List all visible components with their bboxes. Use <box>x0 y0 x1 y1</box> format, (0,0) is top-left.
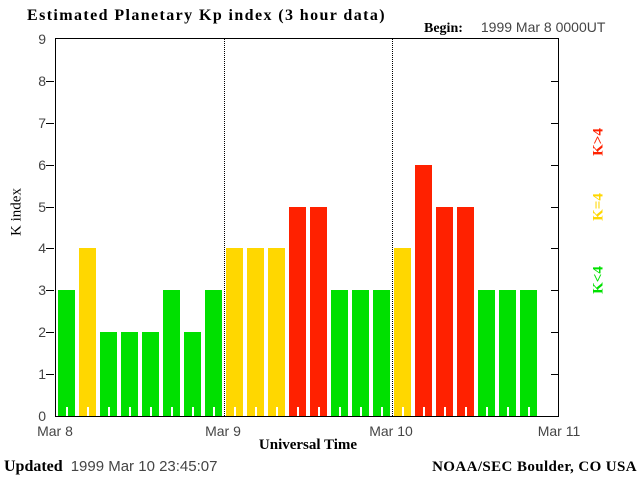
y-tick-right <box>551 332 559 333</box>
kp-bar <box>436 207 453 416</box>
x-minor-tick <box>338 407 341 416</box>
x-minor-tick <box>65 407 68 416</box>
x-minor-tick <box>527 407 530 416</box>
x-tick-label: Mar 9 <box>205 423 241 439</box>
y-tick-label: 2 <box>38 324 46 340</box>
x-minor-tick <box>191 407 194 416</box>
kp-bar <box>499 290 516 416</box>
y-tick-left <box>46 81 54 82</box>
kp-bar <box>373 290 390 416</box>
x-minor-tick <box>506 407 509 416</box>
kp-bar <box>289 207 306 416</box>
y-tick-label: 1 <box>38 366 46 382</box>
y-tick-right <box>551 123 559 124</box>
begin-label: Begin: <box>424 21 463 36</box>
kp-bar <box>268 248 285 416</box>
kp-bar <box>310 207 327 416</box>
x-minor-tick <box>485 407 488 416</box>
x-minor-tick <box>170 407 173 416</box>
y-tick-label: 4 <box>38 240 46 256</box>
y-tick-right <box>551 248 559 249</box>
kp-bar <box>142 332 159 416</box>
kp-bar <box>247 248 264 416</box>
kp-bar <box>121 332 138 416</box>
y-tick-label: 0 <box>38 408 46 424</box>
y-tick-label: 8 <box>38 73 46 89</box>
kp-bar <box>415 165 432 416</box>
x-minor-tick <box>317 407 320 416</box>
kp-bar <box>205 290 222 416</box>
kp-bar <box>478 290 495 416</box>
y-tick-label: 6 <box>38 157 46 173</box>
legend-item-k-eq-4: K=4 <box>590 193 607 221</box>
x-minor-tick <box>86 407 89 416</box>
y-tick-left <box>46 290 54 291</box>
begin-value: 1999 Mar 8 0000UT <box>480 19 606 35</box>
x-tick-label: Mar 11 <box>537 423 581 439</box>
x-minor-tick <box>443 407 446 416</box>
x-minor-tick <box>401 407 404 416</box>
kp-bar <box>58 290 75 416</box>
y-tick-left <box>46 123 54 124</box>
y-tick-right <box>551 374 559 375</box>
kp-bar <box>226 248 243 416</box>
x-minor-tick <box>128 407 131 416</box>
y-tick-label: 3 <box>38 282 46 298</box>
y-tick-label: 5 <box>38 199 46 215</box>
y-tick-label: 7 <box>38 115 46 131</box>
x-minor-tick <box>212 407 215 416</box>
y-tick-left <box>46 207 54 208</box>
y-tick-label: 9 <box>38 31 46 47</box>
kp-bar <box>352 290 369 416</box>
x-minor-tick <box>464 407 467 416</box>
y-tick-left <box>46 248 54 249</box>
x-minor-tick <box>380 407 383 416</box>
y-tick-right <box>551 165 559 166</box>
legend-item-k-gt-4: K>4 <box>590 128 607 156</box>
begin-annotation: Begin: 1999 Mar 8 0000UT <box>424 19 605 37</box>
x-tick-label: Mar 8 <box>37 423 73 439</box>
x-minor-tick <box>275 407 278 416</box>
y-tick-right <box>551 81 559 82</box>
plot-area <box>55 38 559 417</box>
kp-bar <box>163 290 180 416</box>
footer-credit: NOAA/SEC Boulder, CO USA <box>432 459 637 475</box>
kp-bar <box>184 332 201 416</box>
x-minor-tick <box>149 407 152 416</box>
y-tick-right <box>551 207 559 208</box>
kp-bar <box>457 207 474 416</box>
day-boundary-line <box>392 39 393 416</box>
x-minor-tick <box>254 407 257 416</box>
kp-bar <box>331 290 348 416</box>
kp-bar <box>520 290 537 416</box>
chart-title: Estimated Planetary Kp index (3 hour dat… <box>27 7 386 24</box>
footer-updated: Updated 1999 Mar 10 23:45:07 <box>4 458 217 476</box>
x-tick-label: Mar 10 <box>369 423 413 439</box>
y-tick-right <box>551 290 559 291</box>
updated-time: 1999 Mar 10 23:45:07 <box>70 458 218 475</box>
x-minor-tick <box>422 407 425 416</box>
y-tick-left <box>46 165 54 166</box>
x-minor-tick <box>233 407 236 416</box>
y-tick-left <box>46 374 54 375</box>
kp-bar <box>394 248 411 416</box>
kp-bar <box>79 248 96 416</box>
x-axis-title: Universal Time <box>258 437 358 453</box>
updated-label: Updated <box>4 458 63 475</box>
x-minor-tick <box>296 407 299 416</box>
y-tick-left <box>46 332 54 333</box>
x-minor-tick <box>359 407 362 416</box>
day-boundary-line <box>224 39 225 416</box>
x-minor-tick <box>107 407 110 416</box>
kp-bar <box>100 332 117 416</box>
legend-item-k-lt-4: K<4 <box>590 266 607 294</box>
